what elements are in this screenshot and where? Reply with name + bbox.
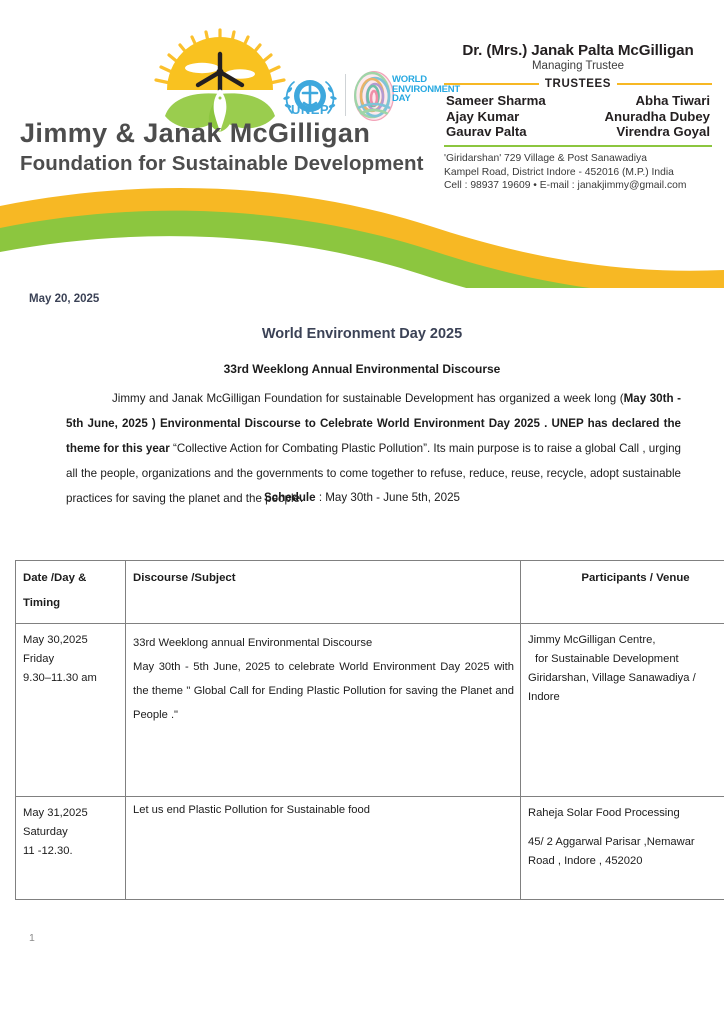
cell-venue-spacer <box>528 823 724 833</box>
contact-panel: Dr. (Mrs.) Janak Palta McGilligan Managi… <box>444 42 712 193</box>
trustee-name-left: Gaurav Palta <box>446 124 527 139</box>
cell-subject-line1: Let us end Plastic Pollution for Sustain… <box>133 804 370 816</box>
trustee-name-right: Anuradha Dubey <box>604 108 710 124</box>
organization-name: Jimmy & Janak McGilligan <box>20 118 371 148</box>
table-row: May 31,2025 Saturday 11 -12.30. Let us e… <box>15 796 724 900</box>
organization-subtitle: Foundation for Sustainable Development <box>20 152 424 175</box>
yellow-green-wave-icon <box>0 188 724 288</box>
letterhead: UNEP WORLD ENVIRONMENT DAY <box>0 0 724 288</box>
cell-subject: Let us end Plastic Pollution for Sustain… <box>125 796 521 900</box>
document-date: May 20, 2025 <box>29 293 100 305</box>
wed-label-line3: DAY <box>392 93 411 104</box>
schedule-value: : May 30th - June 5th, 2025 <box>318 491 460 504</box>
schedule-line: Schedule : May 30th - June 5th, 2025 <box>0 491 724 504</box>
column-header-date-line2: Timing <box>23 597 61 609</box>
foundation-logo-block: UNEP WORLD ENVIRONMENT DAY <box>18 28 460 188</box>
cell-venue-line4: Road , Indore , 452020 <box>528 855 643 867</box>
cell-date-line1: May 30,2025 <box>23 634 88 646</box>
contact-address: 'Giridarshan' 729 Village & Post Sanawad… <box>444 152 712 193</box>
cell-subject: 33rd Weeklong annual Environmental Disco… <box>125 623 521 797</box>
paragraph-segment-2-bold: May 30th - 5th June, 2025 ) Environmenta… <box>66 392 681 455</box>
logo-divider <box>345 74 346 116</box>
trustee-row: Gaurav Palta Virendra Goyal <box>444 124 712 140</box>
trustees-rule-left <box>444 82 539 86</box>
cell-venue-line3: 45/ 2 Aggarwal Parisar ,Nemawar <box>528 836 695 848</box>
cell-date: May 30,2025 Friday 9.30–11.30 am <box>15 623 126 797</box>
trustee-row: Ajay Kumar Anuradha Dubey <box>444 109 712 125</box>
world-environment-day-thumbprint-icon <box>354 71 394 121</box>
trustees-heading: TRUSTEES <box>444 78 712 90</box>
cell-date: May 31,2025 Saturday 11 -12.30. <box>15 796 126 900</box>
trustee-name-left: Ajay Kumar <box>446 108 520 124</box>
cell-venue: Jimmy McGilligan Centre, for Sustainable… <box>520 623 724 797</box>
cell-venue-line4: Indore <box>528 691 560 703</box>
paragraph-segment-3: “Collective Action for Combating Plastic… <box>66 442 682 505</box>
column-header-subject: Discourse /Subject <box>125 560 521 624</box>
trustee-name-right: Virendra Goyal <box>616 124 710 139</box>
cell-venue-line3: Giridarshan, Village Sanawadiya / <box>528 672 696 684</box>
column-header-date: Date /Day & Timing <box>15 560 126 624</box>
cell-subject-line1: 33rd Weeklong annual Environmental Disco… <box>133 637 373 649</box>
schedule-table: Date /Day & Timing Discourse /Subject Pa… <box>15 560 724 900</box>
unep-label: UNEP <box>290 102 330 117</box>
trustee-row: Sameer Sharma Abha Tiwari <box>444 93 712 109</box>
address-line-3: Cell : 98937 19609 • E-mail : janakjimmy… <box>444 180 687 192</box>
cell-venue: Raheja Solar Food Processing 45/ 2 Aggar… <box>520 796 724 900</box>
trustees-list: Sameer Sharma Abha Tiwari Ajay Kumar Anu… <box>444 93 712 140</box>
paragraph-segment-1: Jimmy and Janak McGilligan Foundation fo… <box>112 392 624 405</box>
schedule-label: Schedule <box>264 491 316 504</box>
trustee-name-left: Sameer Sharma <box>446 93 546 108</box>
wed-label: WORLD ENVIRONMENT DAY <box>392 75 460 104</box>
trustee-name-right: Abha Tiwari <box>635 93 710 108</box>
page-title: World Environment Day 2025 <box>261 326 463 342</box>
wave-graphic <box>0 178 724 288</box>
page-subtitle: 33rd Weeklong Annual Environmental Disco… <box>223 362 501 376</box>
cell-date-line3: 11 -12.30. <box>23 845 73 857</box>
cell-venue-line1: Raheja Solar Food Processing <box>528 807 680 819</box>
cell-date-line1: May 31,2025 <box>23 807 88 819</box>
wed-label-line2: ENVIRONMENT <box>392 83 460 95</box>
trustees-rule-right <box>617 82 712 86</box>
cell-date-line3: 9.30–11.30 am <box>23 672 97 684</box>
table-row: May 30,2025 Friday 9.30–11.30 am 33rd We… <box>15 623 724 797</box>
cell-venue-line2: for Sustainable Development <box>535 653 679 665</box>
cell-subject-line2: May 30th - 5th June, 2025 to celebrate W… <box>133 661 514 721</box>
trustee-name: Dr. (Mrs.) Janak Palta McGilligan <box>462 42 694 59</box>
contact-divider <box>444 144 712 147</box>
page-number: 1 <box>29 932 35 944</box>
sun-wind-turbine-leaves-dove-logo <box>154 28 286 134</box>
cell-venue-line1: Jimmy McGilligan Centre, <box>528 634 656 646</box>
wed-label-line1: WORLD <box>392 74 427 85</box>
column-header-participants: Participants / Venue <box>520 560 724 624</box>
trustees-label: TRUSTEES <box>544 78 612 90</box>
column-header-date-line1: Date /Day & <box>23 572 87 584</box>
table-header-row: Date /Day & Timing Discourse /Subject Pa… <box>15 560 724 624</box>
intro-paragraph: Jimmy and Janak McGilligan Foundation fo… <box>66 386 681 511</box>
address-line-2: Kampel Road, District Indore - 452016 (M… <box>444 166 674 178</box>
trustee-role: Managing Trustee <box>531 60 625 72</box>
unep-laurel-emblem-icon <box>283 80 337 114</box>
cell-date-line2: Saturday <box>23 826 68 838</box>
cell-date-line2: Friday <box>23 653 55 665</box>
address-line-1: 'Giridarshan' 729 Village & Post Sanawad… <box>444 153 647 164</box>
